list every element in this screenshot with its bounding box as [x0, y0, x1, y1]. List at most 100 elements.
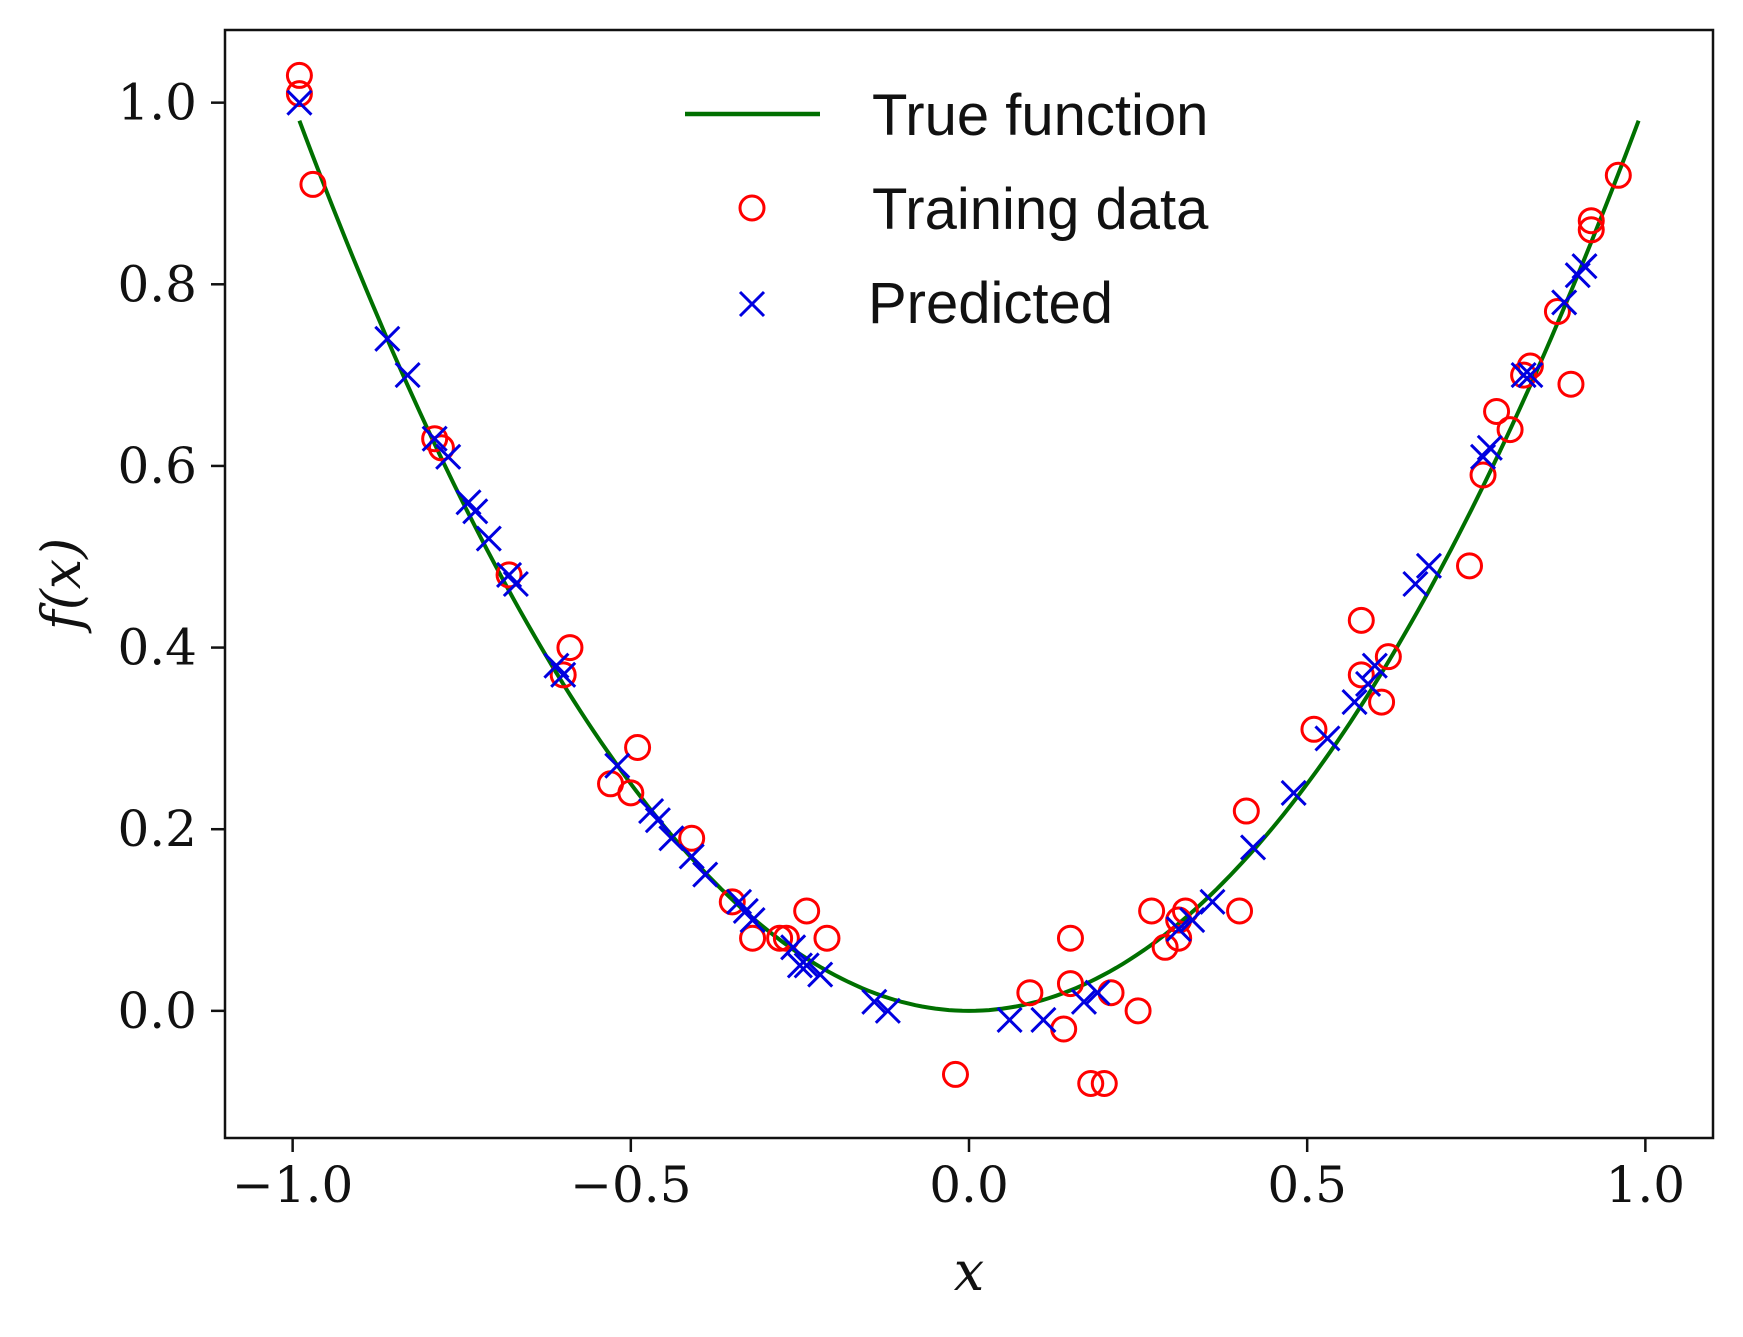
training-data-point [1151, 933, 1179, 961]
predicted-point [1402, 570, 1429, 598]
training-data-point [1496, 416, 1524, 444]
training-data-point [299, 170, 327, 198]
y-tick-label: 1.0 [117, 74, 197, 132]
predicted-point [1030, 1006, 1057, 1033]
predicted-point [1084, 979, 1111, 1006]
training-data-point [1232, 797, 1260, 825]
x-tick-label: −0.5 [570, 1156, 691, 1214]
predicted-point [739, 906, 766, 934]
training-data-point [772, 924, 800, 952]
training-data-point [718, 888, 746, 916]
predicted-point [861, 988, 888, 1015]
training-data-point [1604, 161, 1632, 189]
predicted-point [996, 1006, 1023, 1033]
legend-label-true-function: True function [872, 83, 1208, 148]
y-axis-label: f(x) [30, 538, 93, 635]
y-tick-label: 0.4 [117, 619, 197, 677]
predicted-point [421, 425, 448, 452]
predicted-point [1571, 253, 1598, 280]
predicted-point [644, 807, 671, 834]
training-data-point [1226, 897, 1254, 925]
predicted-point [692, 861, 719, 888]
training-data-point [495, 561, 523, 589]
predicted-point [1070, 988, 1098, 1015]
training-data-point [1124, 997, 1152, 1025]
predicted-point [1199, 888, 1226, 915]
predicted-point [1341, 689, 1368, 716]
training-data-point [766, 924, 794, 952]
training-data-point [1347, 606, 1375, 634]
predicted-point [435, 443, 462, 470]
predicted-point [874, 997, 901, 1024]
y-tick-label: 0.6 [117, 437, 197, 495]
predicted-point [807, 961, 834, 988]
training-data-point [1090, 1070, 1118, 1098]
training-data-point [549, 661, 577, 689]
predicted-point [286, 89, 313, 116]
predicted-point [475, 525, 502, 552]
training-data-point [1300, 715, 1328, 743]
predicted-point [1179, 906, 1206, 934]
training-data-point [1577, 216, 1605, 244]
x-tick-label: 0.0 [929, 1156, 1009, 1214]
training-data-point [1056, 924, 1084, 952]
plot-area [285, 61, 1641, 1098]
predicted-point [1517, 362, 1544, 389]
predicted-point [604, 752, 631, 779]
training-data-point [1543, 298, 1571, 326]
training-data-point [739, 924, 767, 952]
training-data-point [427, 434, 455, 462]
predicted-point [1165, 916, 1192, 943]
predicted-point [780, 934, 807, 961]
training-data-point [556, 634, 584, 662]
training-data-point [1016, 979, 1044, 1007]
legend-label-predicted: Predicted [868, 271, 1113, 336]
predicted-point [1361, 652, 1388, 679]
legend-marker-predicted [738, 290, 766, 318]
predicted-point [793, 952, 820, 979]
x-tick-label: −1.0 [232, 1156, 353, 1214]
predicted-point [1476, 434, 1503, 461]
predicted-point [462, 498, 489, 525]
training-data-point [285, 80, 313, 108]
predicted-point [1314, 725, 1341, 752]
training-data-point [1510, 361, 1538, 389]
training-data-point [624, 733, 652, 761]
training-data-point [678, 824, 706, 852]
y-tick-label: 0.2 [117, 800, 197, 858]
training-data-point [941, 1060, 969, 1088]
training-data-point [1557, 370, 1585, 398]
training-data-point [285, 61, 313, 89]
training-data-point [1483, 397, 1511, 425]
training-data-point [1347, 661, 1375, 689]
training-data-point [793, 897, 821, 925]
predicted-point [1280, 779, 1307, 806]
predicted-point [1551, 289, 1578, 316]
legend-marker-training-data [738, 194, 766, 222]
training-data-point [1577, 207, 1605, 235]
legend-label-training-data: Training data [872, 177, 1209, 242]
training-data-point [1516, 352, 1544, 380]
training-data-point [1077, 1070, 1105, 1098]
predicted-point [374, 325, 401, 352]
x-axis-label: x [954, 1240, 984, 1303]
predicted-point [1240, 834, 1267, 861]
predicted-point [658, 825, 685, 852]
training-data-point [1469, 461, 1497, 489]
legend: True function Training data Predicted [685, 83, 1209, 336]
true-function-line [297, 119, 1641, 1013]
x-tick-label: 0.5 [1267, 1156, 1347, 1214]
predicted-point [502, 570, 529, 598]
axis-ticks: −1.0 −0.5 0.0 0.5 1.0 0.0 0.2 0.4 0.6 0.8 1.0 [117, 74, 1685, 1214]
training-data-point [1165, 924, 1193, 952]
training-data-point [1056, 970, 1084, 998]
predicted-point [550, 661, 577, 688]
predicted-point [786, 952, 813, 979]
training-data-point [813, 924, 841, 952]
training-data-point [617, 779, 645, 807]
training-data-point [1374, 643, 1402, 671]
y-tick-label: 0.8 [117, 255, 197, 313]
y-tick-label: 0.0 [117, 982, 197, 1040]
